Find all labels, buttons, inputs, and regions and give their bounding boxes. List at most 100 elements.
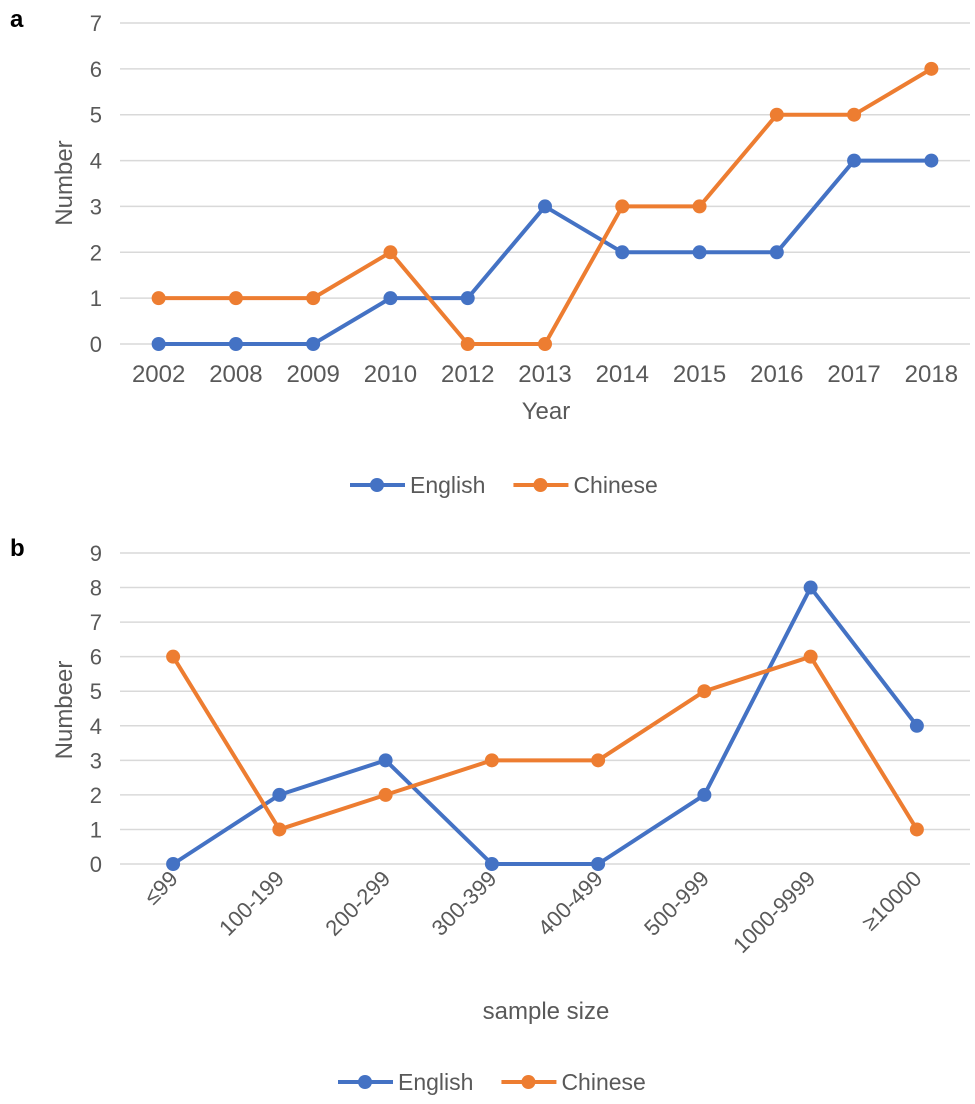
x-tick-label: 300-399 <box>427 866 502 941</box>
y-tick-label: 1 <box>90 286 102 311</box>
y-tick-label: 2 <box>90 240 102 265</box>
y-tick-label: 5 <box>90 103 102 128</box>
data-point-chinese <box>166 649 181 664</box>
data-point-chinese <box>272 822 287 837</box>
chart-panel-b: b 0 1 2 3 4 5 6 7 8 9 ≤99 100-199 200-299 300-399 400… <box>10 535 970 1095</box>
x-ticks-a: 2002 2008 2009 2010 2012 2013 2014 2015 2016 2017… <box>132 361 958 388</box>
data-point-chinese <box>538 337 552 351</box>
x-tick-label: ≤99 <box>139 866 183 910</box>
x-tick-label: 400-499 <box>533 866 608 941</box>
y-tick-label: 2 <box>90 783 102 808</box>
data-point-chinese <box>769 107 784 122</box>
series-a <box>151 61 939 351</box>
data-point-english <box>166 857 181 871</box>
data-point-english <box>378 753 393 768</box>
data-point-english <box>484 857 499 871</box>
y-tick-label: 6 <box>90 57 102 82</box>
data-point-chinese <box>151 291 166 306</box>
data-point-english <box>151 337 166 351</box>
x-tick-label: 2010 <box>364 361 417 388</box>
data-point-chinese <box>847 107 862 122</box>
y-tick-label: 3 <box>90 748 102 773</box>
data-point-english <box>803 580 818 595</box>
data-point-english <box>591 857 606 871</box>
panel-label-a: a <box>10 6 24 33</box>
data-point-english <box>847 153 862 168</box>
data-point-english <box>228 337 243 351</box>
x-tick-label: 2009 <box>286 361 339 388</box>
y-axis-label-b: Numbeer <box>51 661 78 760</box>
data-point-english <box>306 337 321 351</box>
data-point-english <box>697 787 712 802</box>
x-tick-label: 2017 <box>827 361 880 388</box>
y-tick-label: 5 <box>90 679 102 704</box>
x-tick-label: 2016 <box>750 361 803 388</box>
y-tick-label: 8 <box>90 576 102 601</box>
data-point-chinese <box>909 822 924 837</box>
x-tick-label: 100-199 <box>214 866 289 941</box>
data-point-english <box>924 153 939 168</box>
legend-label-english: English <box>410 472 485 498</box>
data-point-chinese <box>692 199 707 214</box>
data-point-chinese <box>306 291 321 306</box>
data-point-english <box>460 291 475 306</box>
x-axis-label-b: sample size <box>483 998 610 1025</box>
data-point-chinese <box>924 61 939 76</box>
data-point-chinese <box>591 753 606 768</box>
data-point-chinese <box>803 649 818 664</box>
x-tick-label: 2012 <box>441 361 494 388</box>
data-point-english <box>272 787 287 802</box>
data-point-chinese <box>460 337 475 351</box>
legend-a: English Chinese <box>350 472 658 498</box>
grid-lines-a <box>120 22 970 345</box>
y-tick-label: 7 <box>90 11 102 36</box>
x-tick-label: ≥10000 <box>857 866 926 935</box>
data-point-english <box>692 245 707 260</box>
data-point-chinese <box>697 684 712 699</box>
data-point-chinese <box>615 199 630 214</box>
data-point-english <box>538 199 552 214</box>
x-tick-label: 1000-9999 <box>728 866 820 958</box>
series-line-chinese <box>171 654 919 832</box>
data-point-english <box>615 245 630 260</box>
data-point-chinese <box>228 291 243 306</box>
legend-label-chinese: Chinese <box>561 1069 645 1095</box>
legend-label-english: English <box>398 1069 473 1095</box>
data-point-english <box>909 718 924 733</box>
x-tick-label: 500-999 <box>639 866 714 941</box>
data-point-english <box>769 245 784 260</box>
data-point-chinese <box>383 245 398 260</box>
y-tick-label: 7 <box>90 610 102 635</box>
series-line-english <box>171 585 919 866</box>
x-tick-label: 200-299 <box>320 866 395 941</box>
legend-marker-english <box>358 1075 372 1089</box>
legend-marker-english <box>370 478 384 492</box>
y-axis-label-a: Number <box>51 140 78 225</box>
legend-label-chinese: Chinese <box>573 472 657 498</box>
x-tick-label: 2002 <box>132 361 185 388</box>
x-tick-label: 2015 <box>673 361 726 388</box>
data-point-chinese <box>378 787 393 802</box>
y-tick-label: 4 <box>90 149 102 174</box>
x-tick-label: 2013 <box>518 361 571 388</box>
y-tick-label: 1 <box>90 817 102 842</box>
panel-label-b: b <box>10 535 25 562</box>
x-tick-label: 2018 <box>905 361 958 388</box>
y-tick-label: 0 <box>90 852 102 877</box>
x-axis-label-a: Year <box>522 398 571 425</box>
y-ticks-b: 0 1 2 3 4 5 6 7 8 9 <box>90 541 102 877</box>
y-ticks-a: 0 1 2 3 4 5 6 7 <box>90 11 102 357</box>
series-b <box>166 580 924 871</box>
x-ticks-b: ≤99 100-199 200-299 300-399 400-499 500-999 10… <box>139 866 926 958</box>
legend-b: English Chinese <box>338 1069 646 1095</box>
y-tick-label: 4 <box>90 714 102 739</box>
x-tick-label: 2008 <box>209 361 262 388</box>
data-point-chinese <box>484 753 499 768</box>
legend-marker-chinese <box>521 1075 536 1089</box>
y-tick-label: 6 <box>90 645 102 670</box>
y-tick-label: 3 <box>90 194 102 219</box>
legend-marker-chinese <box>533 478 548 492</box>
data-point-english <box>383 291 398 306</box>
